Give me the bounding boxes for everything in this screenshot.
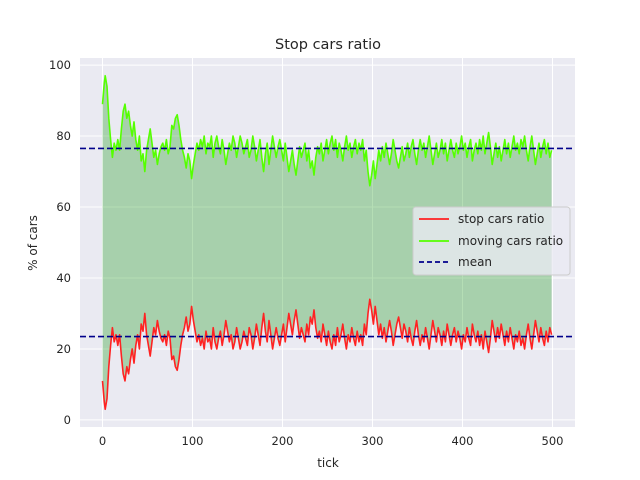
chart-title: Stop cars ratio: [275, 37, 381, 53]
y-tick-label: 40: [56, 271, 71, 285]
x-tick-labels: 0 100 200 300 400 500: [99, 434, 564, 448]
y-tick-label: 80: [56, 129, 71, 143]
x-tick-label: 400: [452, 434, 474, 448]
fill-between-area: [102, 75, 552, 410]
fill-between-region: [102, 75, 552, 410]
x-tick-label: 300: [362, 434, 384, 448]
stop-cars-ratio-line: [101, 298, 553, 411]
y-tick-label: 60: [56, 200, 71, 214]
legend: stop cars ratio moving cars ratio mean: [412, 206, 571, 276]
x-axis-label: tick: [317, 456, 339, 470]
y-tick-label: 20: [56, 342, 71, 356]
y-axis-label: % of cars: [26, 215, 40, 271]
legend-label-mean: mean: [458, 255, 492, 269]
legend-box: [412, 206, 571, 276]
x-tick-label: 200: [272, 434, 294, 448]
mean-lines: [80, 147, 575, 338]
legend-label-moving: moving cars ratio: [458, 234, 563, 248]
x-tick-label: 500: [542, 434, 564, 448]
y-tick-label: 100: [49, 58, 71, 72]
x-tick-label: 0: [99, 434, 106, 448]
moving-cars-ratio-line: [101, 74, 553, 187]
y-tick-labels: 0 20 40 60 80 100: [49, 58, 71, 427]
y-tick-label: 0: [64, 413, 71, 427]
legend-label-stop: stop cars ratio: [458, 212, 544, 226]
series-lines: [101, 74, 553, 411]
x-tick-label: 100: [182, 434, 204, 448]
